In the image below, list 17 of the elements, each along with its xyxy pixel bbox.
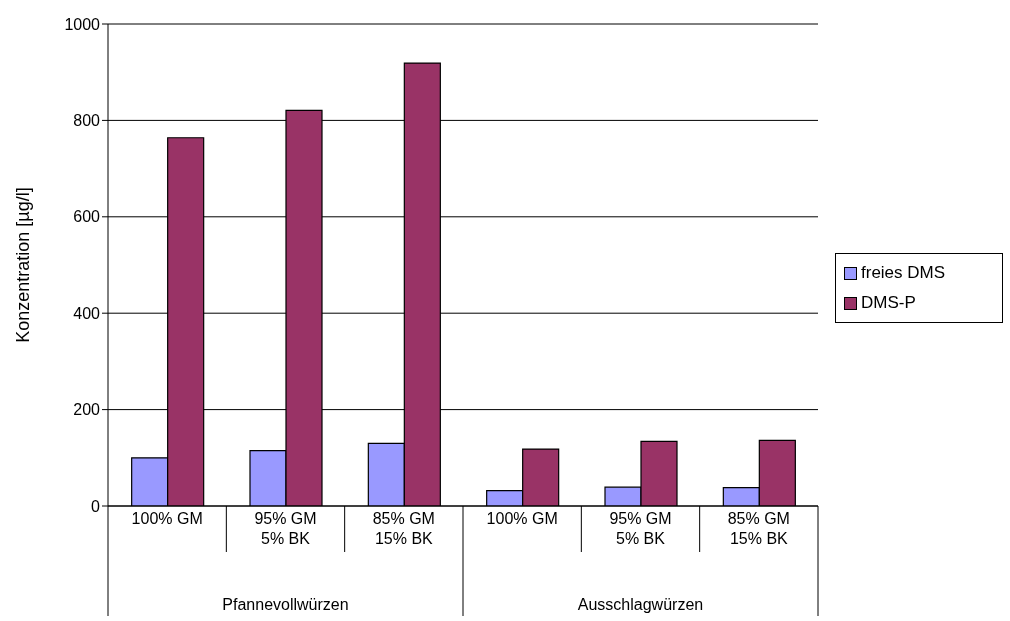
x-tick-label: 85% GM 15% BK [372,510,435,547]
text: Ausschlagwürzen [577,596,704,613]
x-tick-label: 100% GM [486,510,558,527]
x-tick-label: 85% GM 15% BK [727,510,790,547]
legend-label: DMS-P [861,292,916,314]
y-tick-label: 600 [73,208,101,226]
text: Pfannevollwürzen [222,596,349,613]
x-tick-label: 100% GM [131,510,203,527]
y-tick-label: 800 [73,112,101,130]
x-tick-label: 95% GM 5% BK [254,510,317,547]
x-tick-label: 95% GM 5% BK [609,510,672,547]
y-tick-label: 1000 [64,15,101,33]
y-tick-label: 400 [73,304,101,322]
y-tick-label: 200 [73,401,101,419]
y-tick-label: 0 [91,497,101,515]
legend-label: freies DMS [861,262,946,284]
y-axis-title: Konzentration [µg/l] [13,187,34,343]
